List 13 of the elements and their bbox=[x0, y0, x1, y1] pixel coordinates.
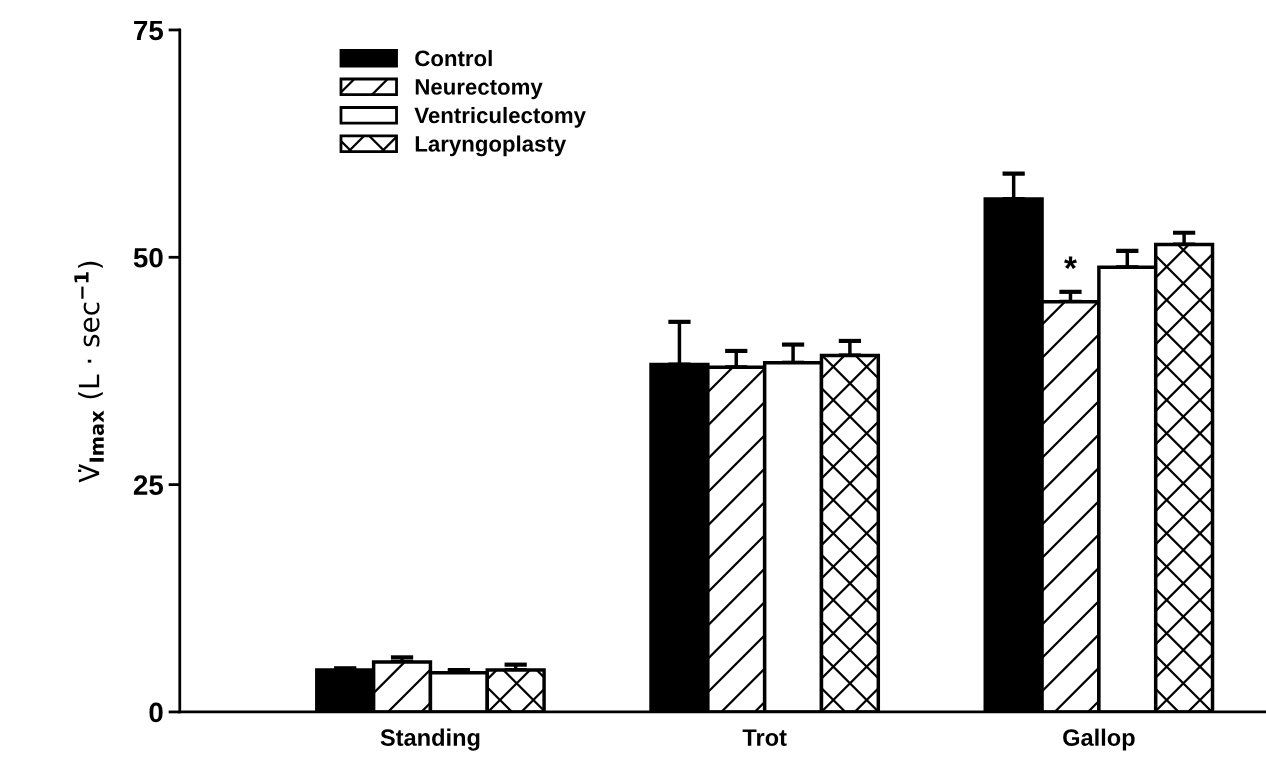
annotation: * bbox=[1064, 256, 1077, 270]
legend-label: Control bbox=[415, 49, 492, 67]
y-axis-title: V̇$_{Imax}$ (L · sec$^{−1}$) bbox=[74, 261, 104, 483]
y-tick-label: 75 bbox=[134, 20, 164, 41]
x-tick-label: Trot bbox=[742, 729, 787, 746]
y-tick-label: 0 bbox=[149, 702, 163, 723]
y-tick-label: 25 bbox=[133, 475, 164, 495]
legend-label: Neurectomy bbox=[415, 79, 543, 100]
legend-label: Laryngoplasty bbox=[415, 135, 567, 157]
legend-label: Ventriculectomy bbox=[414, 106, 586, 128]
x-tick-label: Gallop bbox=[1063, 728, 1135, 751]
y-tick-label: 50 bbox=[133, 247, 163, 268]
x-tick-label: Standing bbox=[380, 728, 480, 751]
